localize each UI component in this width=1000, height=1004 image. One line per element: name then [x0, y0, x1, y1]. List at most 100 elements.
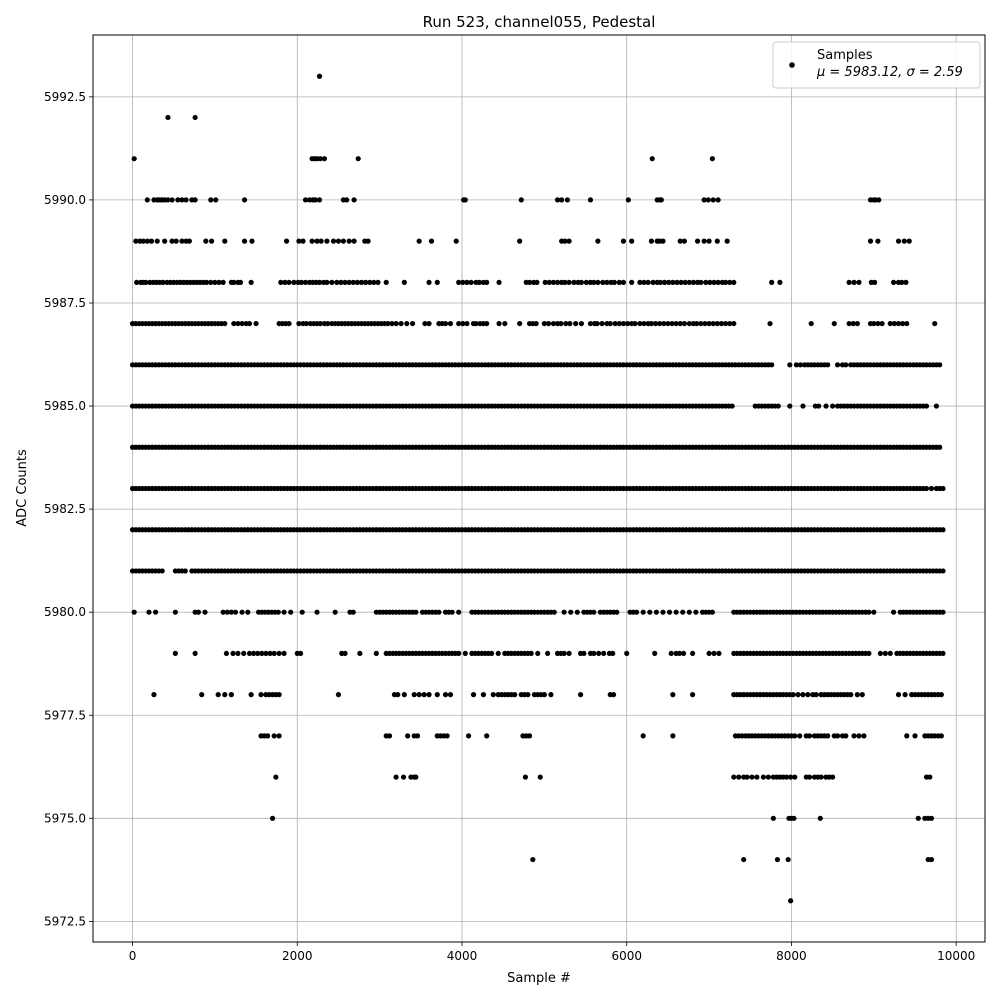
- data-point: [131, 609, 137, 615]
- data-point: [321, 156, 328, 162]
- data-point: [938, 692, 944, 698]
- data-point: [648, 238, 655, 244]
- data-point: [715, 197, 721, 203]
- data-point: [614, 609, 620, 615]
- data-point: [686, 320, 692, 327]
- data-point: [476, 279, 482, 285]
- data-point: [573, 320, 579, 327]
- data-point: [665, 320, 671, 327]
- data-point: [297, 650, 304, 657]
- data-point: [660, 609, 666, 615]
- data-point: [680, 650, 687, 657]
- data-point: [148, 238, 155, 244]
- data-point: [850, 320, 856, 327]
- y-tick-label: 5987.5: [44, 296, 86, 310]
- data-point: [676, 650, 683, 657]
- data-point: [681, 238, 687, 244]
- data-point: [797, 362, 804, 368]
- data-point: [741, 856, 747, 863]
- data-point: [846, 279, 852, 285]
- data-point: [133, 238, 139, 244]
- data-point: [887, 650, 893, 657]
- data-point: [629, 238, 635, 244]
- data-point: [154, 238, 160, 244]
- data-point: [625, 197, 631, 203]
- data-point: [694, 238, 701, 244]
- data-point: [657, 320, 663, 327]
- data-point: [273, 774, 279, 780]
- x-tick-label: 0: [129, 949, 137, 963]
- data-point: [861, 733, 867, 739]
- data-point: [641, 320, 647, 327]
- data-point: [383, 279, 389, 285]
- data-point: [620, 320, 627, 327]
- data-point: [694, 320, 700, 327]
- data-point: [267, 650, 273, 657]
- data-point: [591, 609, 597, 615]
- data-point: [652, 320, 659, 327]
- data-point: [711, 650, 717, 657]
- data-point: [216, 279, 222, 285]
- data-point: [179, 238, 185, 244]
- data-point: [940, 609, 946, 615]
- data-point: [416, 238, 422, 244]
- data-point: [724, 238, 730, 244]
- data-point: [335, 692, 342, 698]
- y-tick-label: 5992.5: [44, 90, 86, 104]
- data-point: [534, 279, 540, 285]
- data-point: [517, 320, 523, 327]
- data-point: [927, 774, 933, 780]
- data-point: [594, 320, 600, 327]
- data-point: [596, 650, 602, 657]
- data-point: [405, 733, 411, 739]
- data-point: [928, 815, 935, 821]
- data-point: [460, 279, 466, 285]
- data-point: [610, 650, 616, 657]
- data-point: [444, 733, 450, 739]
- data-point: [797, 733, 803, 739]
- data-point: [923, 485, 930, 492]
- data-point: [554, 197, 561, 203]
- data-point: [228, 609, 234, 615]
- x-axis-label: Sample #: [507, 971, 571, 986]
- data-point: [401, 279, 407, 285]
- data-point: [673, 320, 679, 327]
- data-point: [787, 362, 793, 368]
- data-point: [276, 733, 282, 739]
- data-point: [512, 692, 518, 698]
- data-point: [414, 733, 421, 739]
- data-point: [271, 733, 277, 739]
- data-point: [601, 650, 607, 657]
- data-point: [915, 815, 921, 821]
- data-point: [526, 733, 533, 739]
- data-point: [616, 320, 622, 327]
- data-point: [912, 733, 918, 739]
- data-point: [159, 568, 165, 574]
- data-point: [179, 197, 185, 203]
- data-point: [854, 692, 860, 698]
- data-point: [245, 609, 251, 615]
- data-point: [933, 403, 940, 409]
- data-point: [144, 238, 150, 244]
- data-point: [612, 320, 618, 327]
- data-point: [470, 692, 477, 698]
- data-point: [703, 279, 709, 285]
- data-point: [561, 609, 567, 615]
- data-point: [903, 279, 909, 285]
- data-point: [587, 197, 594, 203]
- data-point: [701, 197, 707, 203]
- data-point: [490, 692, 496, 698]
- data-point: [607, 320, 613, 327]
- data-point: [489, 650, 495, 657]
- data-point: [632, 320, 638, 327]
- data-point: [203, 238, 209, 244]
- data-point: [678, 279, 684, 285]
- data-point: [624, 320, 631, 327]
- data-point: [805, 692, 811, 698]
- y-tick-label: 5982.5: [44, 502, 86, 516]
- data-point: [296, 320, 302, 327]
- data-point: [464, 320, 470, 327]
- data-point: [715, 279, 721, 285]
- data-point: [895, 238, 902, 244]
- data-point: [902, 692, 908, 698]
